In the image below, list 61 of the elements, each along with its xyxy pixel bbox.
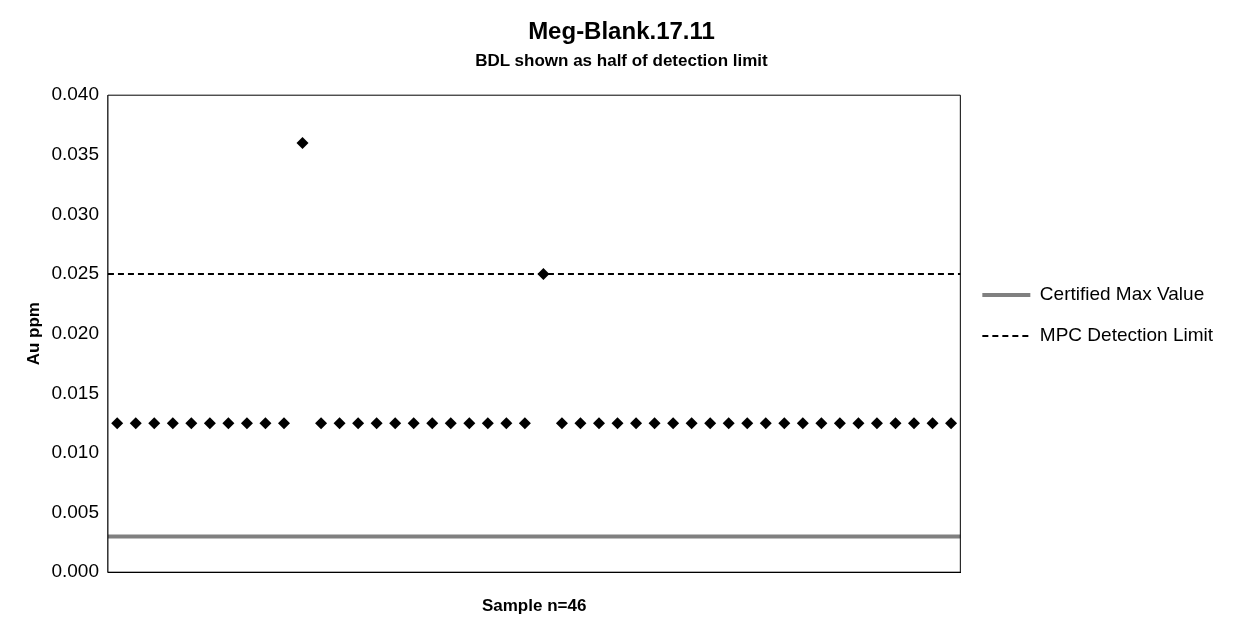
point xyxy=(481,417,494,430)
point xyxy=(222,417,235,430)
point xyxy=(574,417,587,430)
point xyxy=(796,417,809,430)
point xyxy=(426,417,439,430)
y-tick-label: 0.000 xyxy=(51,560,99,582)
point xyxy=(259,417,272,430)
point xyxy=(166,417,179,430)
point xyxy=(500,417,513,430)
point xyxy=(240,417,253,430)
point xyxy=(370,417,383,430)
point xyxy=(185,417,198,430)
y-tick-label: 0.005 xyxy=(51,500,99,522)
point xyxy=(852,417,865,430)
point xyxy=(407,417,420,430)
point xyxy=(945,417,958,430)
y-tick-label: 0.010 xyxy=(51,441,99,463)
point xyxy=(537,268,550,281)
point xyxy=(926,417,939,430)
chart-subtitle: BDL shown as half of detection limit xyxy=(475,50,769,70)
point xyxy=(741,417,754,430)
point xyxy=(203,417,216,430)
y-tick-label: 0.040 xyxy=(51,83,99,105)
point xyxy=(667,417,680,430)
point xyxy=(296,136,309,149)
point xyxy=(889,417,902,430)
point xyxy=(908,417,921,430)
legend-label: MPC Detection Limit xyxy=(1039,324,1214,346)
point xyxy=(444,417,457,430)
point xyxy=(129,417,142,430)
point xyxy=(685,417,698,430)
point xyxy=(815,417,828,430)
point xyxy=(870,417,883,430)
point xyxy=(722,417,735,430)
point xyxy=(148,417,161,430)
y-tick-label: 0.030 xyxy=(51,202,99,224)
y-tick-label: 0.015 xyxy=(51,381,99,403)
point xyxy=(352,417,365,430)
point xyxy=(778,417,791,430)
x-axis-title: Sample n=46 xyxy=(481,596,587,616)
point xyxy=(759,417,772,430)
chart-title: Meg-Blank.17.11 xyxy=(528,17,715,45)
point xyxy=(518,417,531,430)
y-tick-label: 0.035 xyxy=(51,143,99,165)
point xyxy=(648,417,661,430)
point xyxy=(463,417,476,430)
point xyxy=(277,417,290,430)
point xyxy=(555,417,568,430)
point xyxy=(630,417,643,430)
legend-label: Certified Max Value xyxy=(1039,283,1205,305)
point xyxy=(833,417,846,430)
point xyxy=(315,417,328,430)
point xyxy=(593,417,605,430)
point xyxy=(333,417,346,430)
point xyxy=(611,417,624,430)
y-axis-title: Au ppm xyxy=(23,302,43,366)
y-tick-label: 0.025 xyxy=(51,262,99,284)
point xyxy=(704,417,717,430)
y-tick-label: 0.020 xyxy=(51,321,99,343)
point xyxy=(111,417,124,430)
point xyxy=(389,417,402,430)
